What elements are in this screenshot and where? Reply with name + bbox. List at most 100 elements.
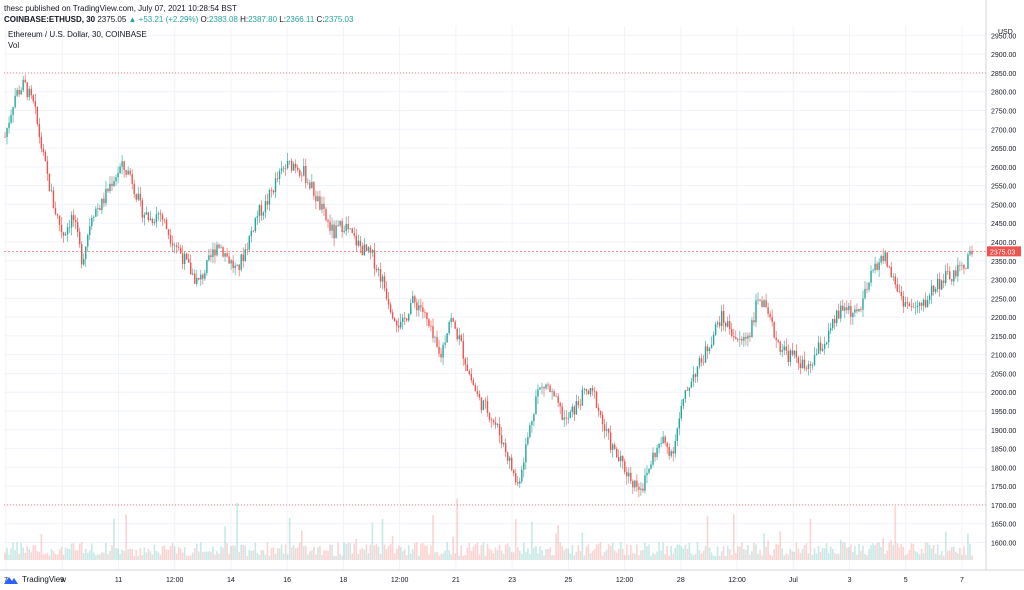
high-label: H: — [240, 15, 249, 24]
volume-bar — [82, 553, 85, 560]
candle-body — [951, 279, 953, 282]
candle-body — [46, 161, 49, 174]
volume-bar — [464, 555, 467, 560]
volume-bar — [918, 554, 921, 560]
volume-bar — [405, 555, 408, 560]
candle-body — [624, 461, 626, 472]
candle-body — [30, 88, 32, 96]
price-tick-label: 2600.00 — [991, 165, 1016, 172]
candle-body — [145, 212, 148, 215]
volume-bar — [54, 553, 57, 560]
candle-body — [107, 188, 109, 192]
volume-bar — [908, 549, 911, 560]
volume-bar — [549, 547, 551, 560]
candle-body — [882, 255, 884, 261]
candle-body — [686, 390, 689, 391]
volume-bar — [955, 552, 957, 560]
volume-bar — [545, 549, 547, 560]
candle-body — [121, 161, 123, 167]
volume-bar — [307, 554, 309, 560]
candle-body — [222, 247, 224, 257]
candle-body — [706, 346, 709, 352]
candle-body — [307, 182, 309, 184]
candle-body — [305, 166, 307, 183]
volume-bar — [313, 546, 315, 560]
candle-body — [959, 264, 961, 266]
candle-body — [175, 245, 178, 247]
volume-bar — [652, 553, 654, 560]
footer-brand[interactable]: TradingView — [4, 575, 66, 584]
low-value: 2366.11 — [285, 15, 315, 24]
volume-bar — [369, 544, 372, 560]
candle-body — [238, 264, 240, 270]
candle-body — [949, 271, 951, 280]
volume-bar — [523, 542, 525, 560]
volume-bar — [971, 555, 973, 560]
candle-body — [749, 335, 751, 337]
candle-body — [656, 447, 658, 458]
volume-bar — [688, 542, 691, 560]
volume-bar — [476, 542, 479, 560]
volume-bar — [436, 551, 438, 560]
volume-bar — [484, 555, 487, 560]
candle-body — [78, 231, 81, 245]
volume-bar — [494, 547, 497, 560]
candle-body — [10, 114, 12, 123]
time-tick-label: 9 — [60, 577, 64, 584]
volume-bar — [109, 551, 111, 560]
volume-bar — [660, 550, 662, 560]
candle-body — [676, 428, 678, 442]
volume-bar — [304, 545, 307, 560]
volume-bar — [516, 547, 519, 560]
candle-body — [284, 167, 287, 169]
candle-body — [557, 396, 559, 403]
candle-body — [103, 198, 105, 204]
volume-bar — [686, 548, 689, 560]
volume-bar — [329, 544, 331, 560]
tradingview-logo-icon — [4, 576, 18, 584]
volume-bar — [504, 544, 507, 560]
volume-bar — [700, 553, 703, 560]
volume-bar — [298, 542, 301, 560]
volume-bar — [565, 548, 568, 560]
price-tick-label: 2800.00 — [991, 90, 1016, 97]
volume-bar — [668, 555, 670, 560]
candle-body — [737, 338, 739, 340]
volume-bar — [349, 542, 352, 560]
candle-body — [551, 391, 553, 393]
candle-body — [418, 305, 420, 311]
candle-body — [135, 194, 137, 200]
volume-bar — [286, 554, 289, 560]
volume-bar — [16, 542, 18, 560]
volume-bar — [272, 547, 275, 560]
candle-body — [406, 318, 408, 321]
candle-body — [807, 364, 810, 369]
volume-bar — [93, 552, 95, 560]
candle-body — [165, 219, 168, 230]
volume-bar — [76, 550, 79, 560]
volume-bar — [208, 551, 210, 560]
volume-bar — [151, 554, 154, 560]
price-tick-label: 1650.00 — [991, 522, 1016, 529]
price-tick-label: 2200.00 — [991, 315, 1016, 322]
volume-bar — [967, 533, 969, 560]
candle-body — [779, 341, 781, 352]
candle-body — [967, 254, 969, 269]
candle-body — [282, 167, 285, 169]
volume-bar — [886, 550, 889, 560]
volume-bar — [230, 546, 232, 560]
volume-bar — [456, 498, 459, 560]
time-tick-label: 12:00 — [728, 577, 746, 584]
volume-bar — [932, 545, 935, 560]
volume-bar — [50, 549, 53, 560]
volume-bar — [282, 553, 285, 560]
candle-body — [941, 280, 943, 290]
chart-header: thesc published on TradingView.com, July… — [4, 3, 353, 25]
volume-bar — [24, 552, 27, 560]
candle-body — [266, 201, 269, 205]
candle-body — [137, 193, 139, 200]
volume-bar — [690, 553, 693, 560]
volume-bar — [579, 551, 582, 560]
candle-body — [58, 215, 61, 225]
